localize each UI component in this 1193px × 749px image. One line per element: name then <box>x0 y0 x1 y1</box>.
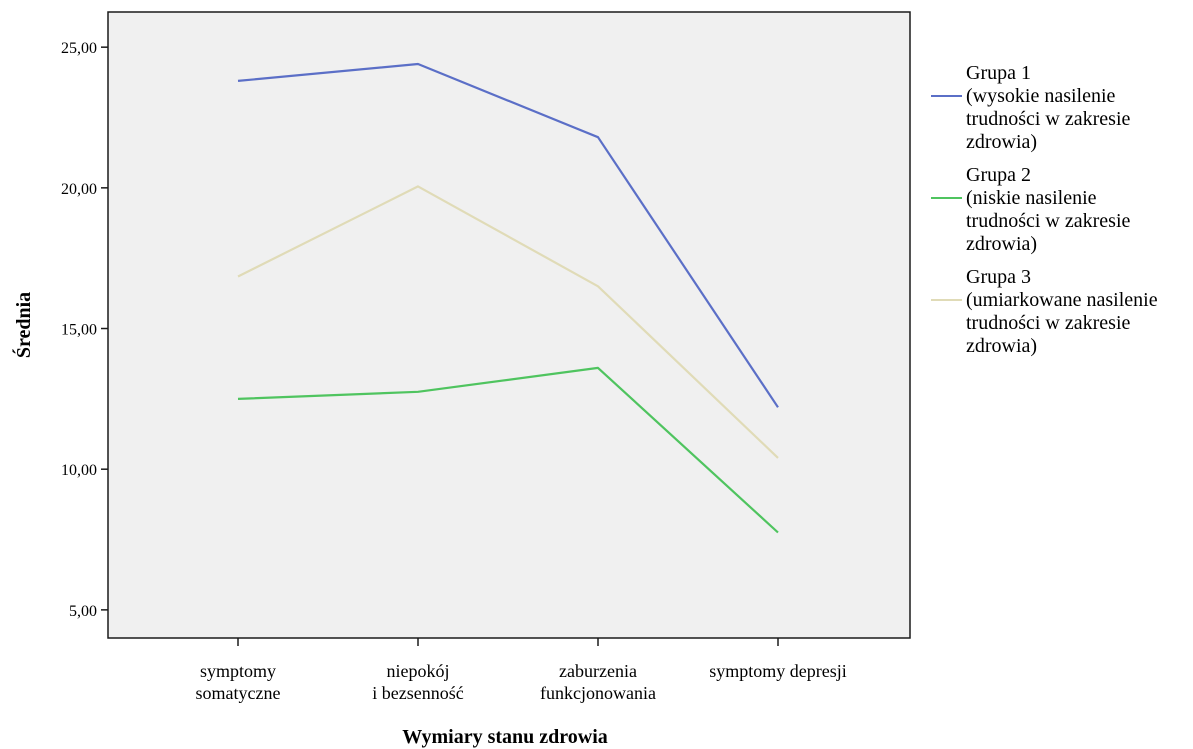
y-tick-label: 5,00 <box>69 603 97 620</box>
x-tick-label: zaburzenia funkcjonowania <box>540 661 656 703</box>
legend-description-group-2: (niskie nasilenie trudności w zakresie z… <box>966 187 1131 255</box>
y-axis-label: Średnia <box>11 292 35 358</box>
legend-item-group-3: Grupa 3 (umiarkowane nasilenie trudności… <box>928 266 1193 358</box>
series-line-group-1 <box>237 62 779 408</box>
y-tick-label: 10,00 <box>61 462 97 479</box>
legend-label-group-3: Grupa 3 <box>966 266 1031 288</box>
legend-item-group-1: Grupa 1 (wysokie nasilenie trudności w z… <box>928 62 1193 154</box>
series-line-group-3 <box>237 185 779 459</box>
x-tick-label: symptomy depresji <box>709 661 847 681</box>
legend-label-group-2: Grupa 2 <box>966 164 1031 186</box>
legend-description-group-3: (umiarkowane nasilenie trudności w zakre… <box>966 289 1158 357</box>
legend-swatch-group-3 <box>931 299 962 301</box>
y-tick-label: 25,00 <box>61 40 97 57</box>
y-tick-label: 20,00 <box>61 181 97 198</box>
x-tick-label: symptomy somatyczne <box>196 661 281 703</box>
legend-description-group-1: (wysokie nasilenie trudności w zakresie … <box>966 85 1131 153</box>
legend: Grupa 1 (wysokie nasilenie trudności w z… <box>928 62 1193 368</box>
y-tick-label: 15,00 <box>61 322 97 339</box>
x-axis: symptomy somatyczne niepokój i bezsenność za… <box>196 638 847 703</box>
x-axis-label: Wymiary stanu zdrowia <box>402 726 608 748</box>
legend-swatch-group-2 <box>931 197 962 199</box>
legend-label-group-1: Grupa 1 <box>966 62 1031 84</box>
series-lines <box>237 62 779 534</box>
y-axis: 5,00 10,00 15,00 20,00 25,00 <box>61 40 108 620</box>
x-tick-label: niepokój i bezsenność <box>372 661 463 703</box>
legend-swatch-group-1 <box>931 95 962 97</box>
legend-item-group-2: Grupa 2 (niskie nasilenie trudności w za… <box>928 164 1193 256</box>
plot-area <box>107 11 911 639</box>
series-line-group-2 <box>237 366 779 534</box>
